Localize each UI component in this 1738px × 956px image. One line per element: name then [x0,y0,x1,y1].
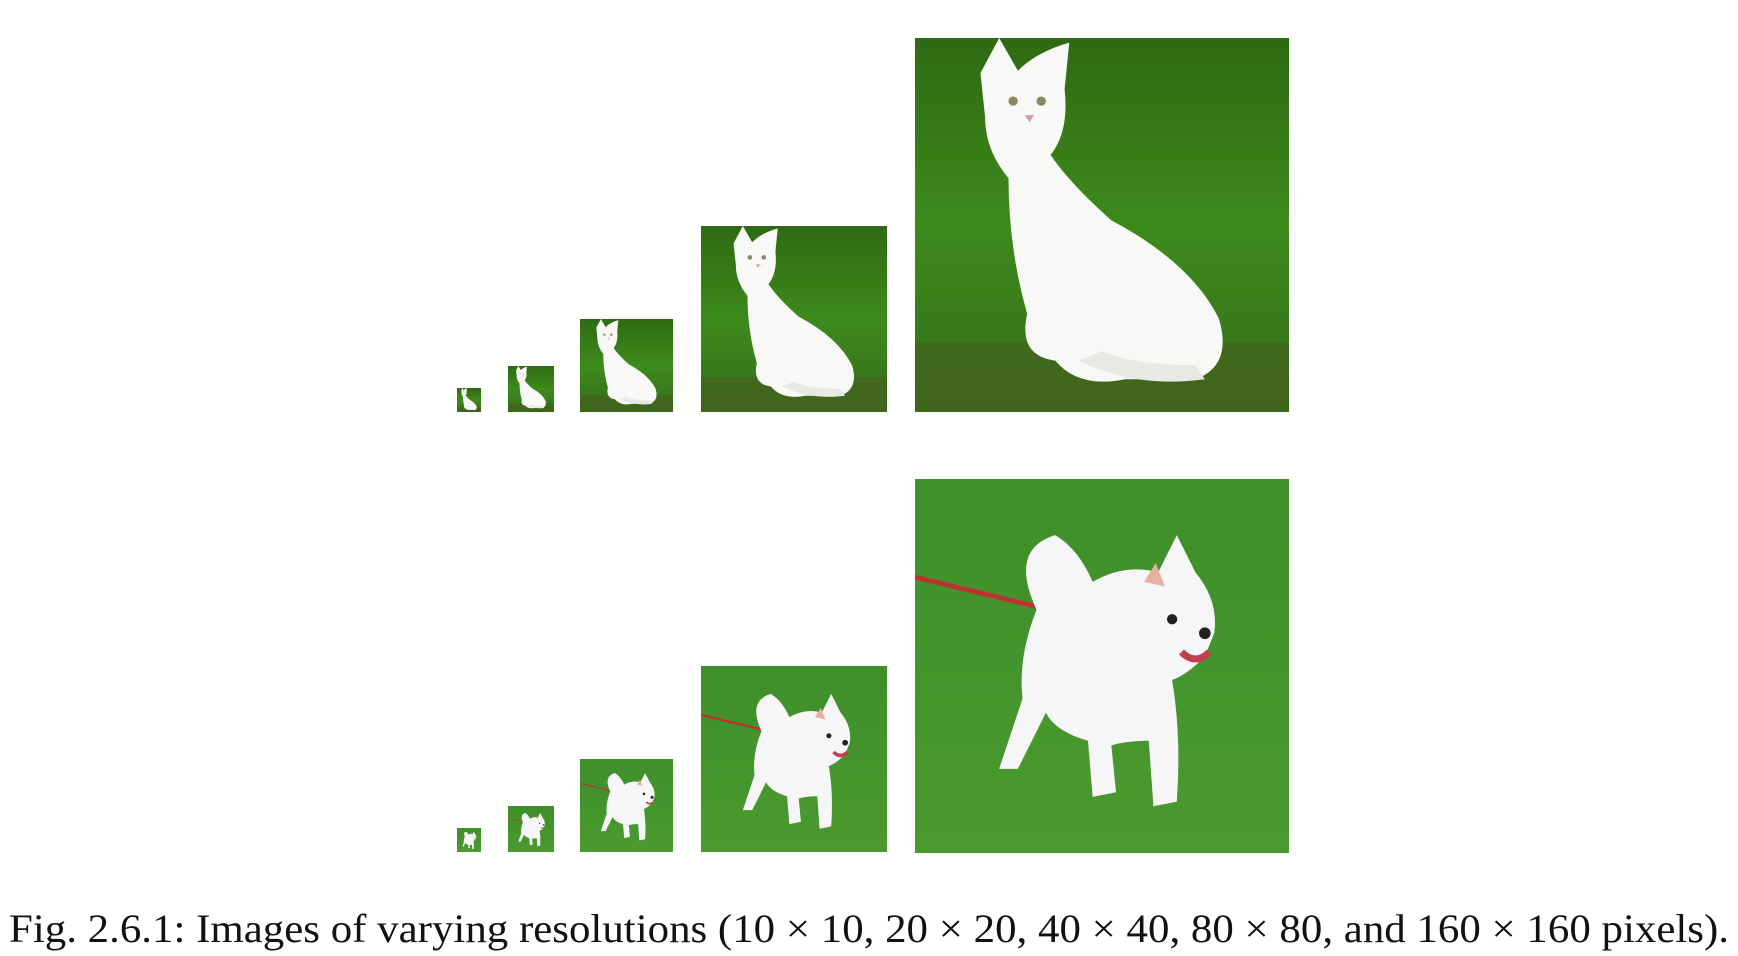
dog-20px [508,806,554,852]
cat-images [457,38,1289,412]
dog-80px [701,666,887,852]
cat-40px [580,319,673,412]
cat-160px [915,38,1289,412]
dog-160px [915,479,1289,853]
figure-caption: Fig. 2.6.1: Images of varying resolution… [9,906,1729,951]
dog-40px [580,759,673,852]
cat-80px [701,226,887,412]
cat-20px [508,366,554,412]
dog-images [457,479,1289,853]
dog-10px [457,828,481,852]
cat-10px [457,388,481,412]
